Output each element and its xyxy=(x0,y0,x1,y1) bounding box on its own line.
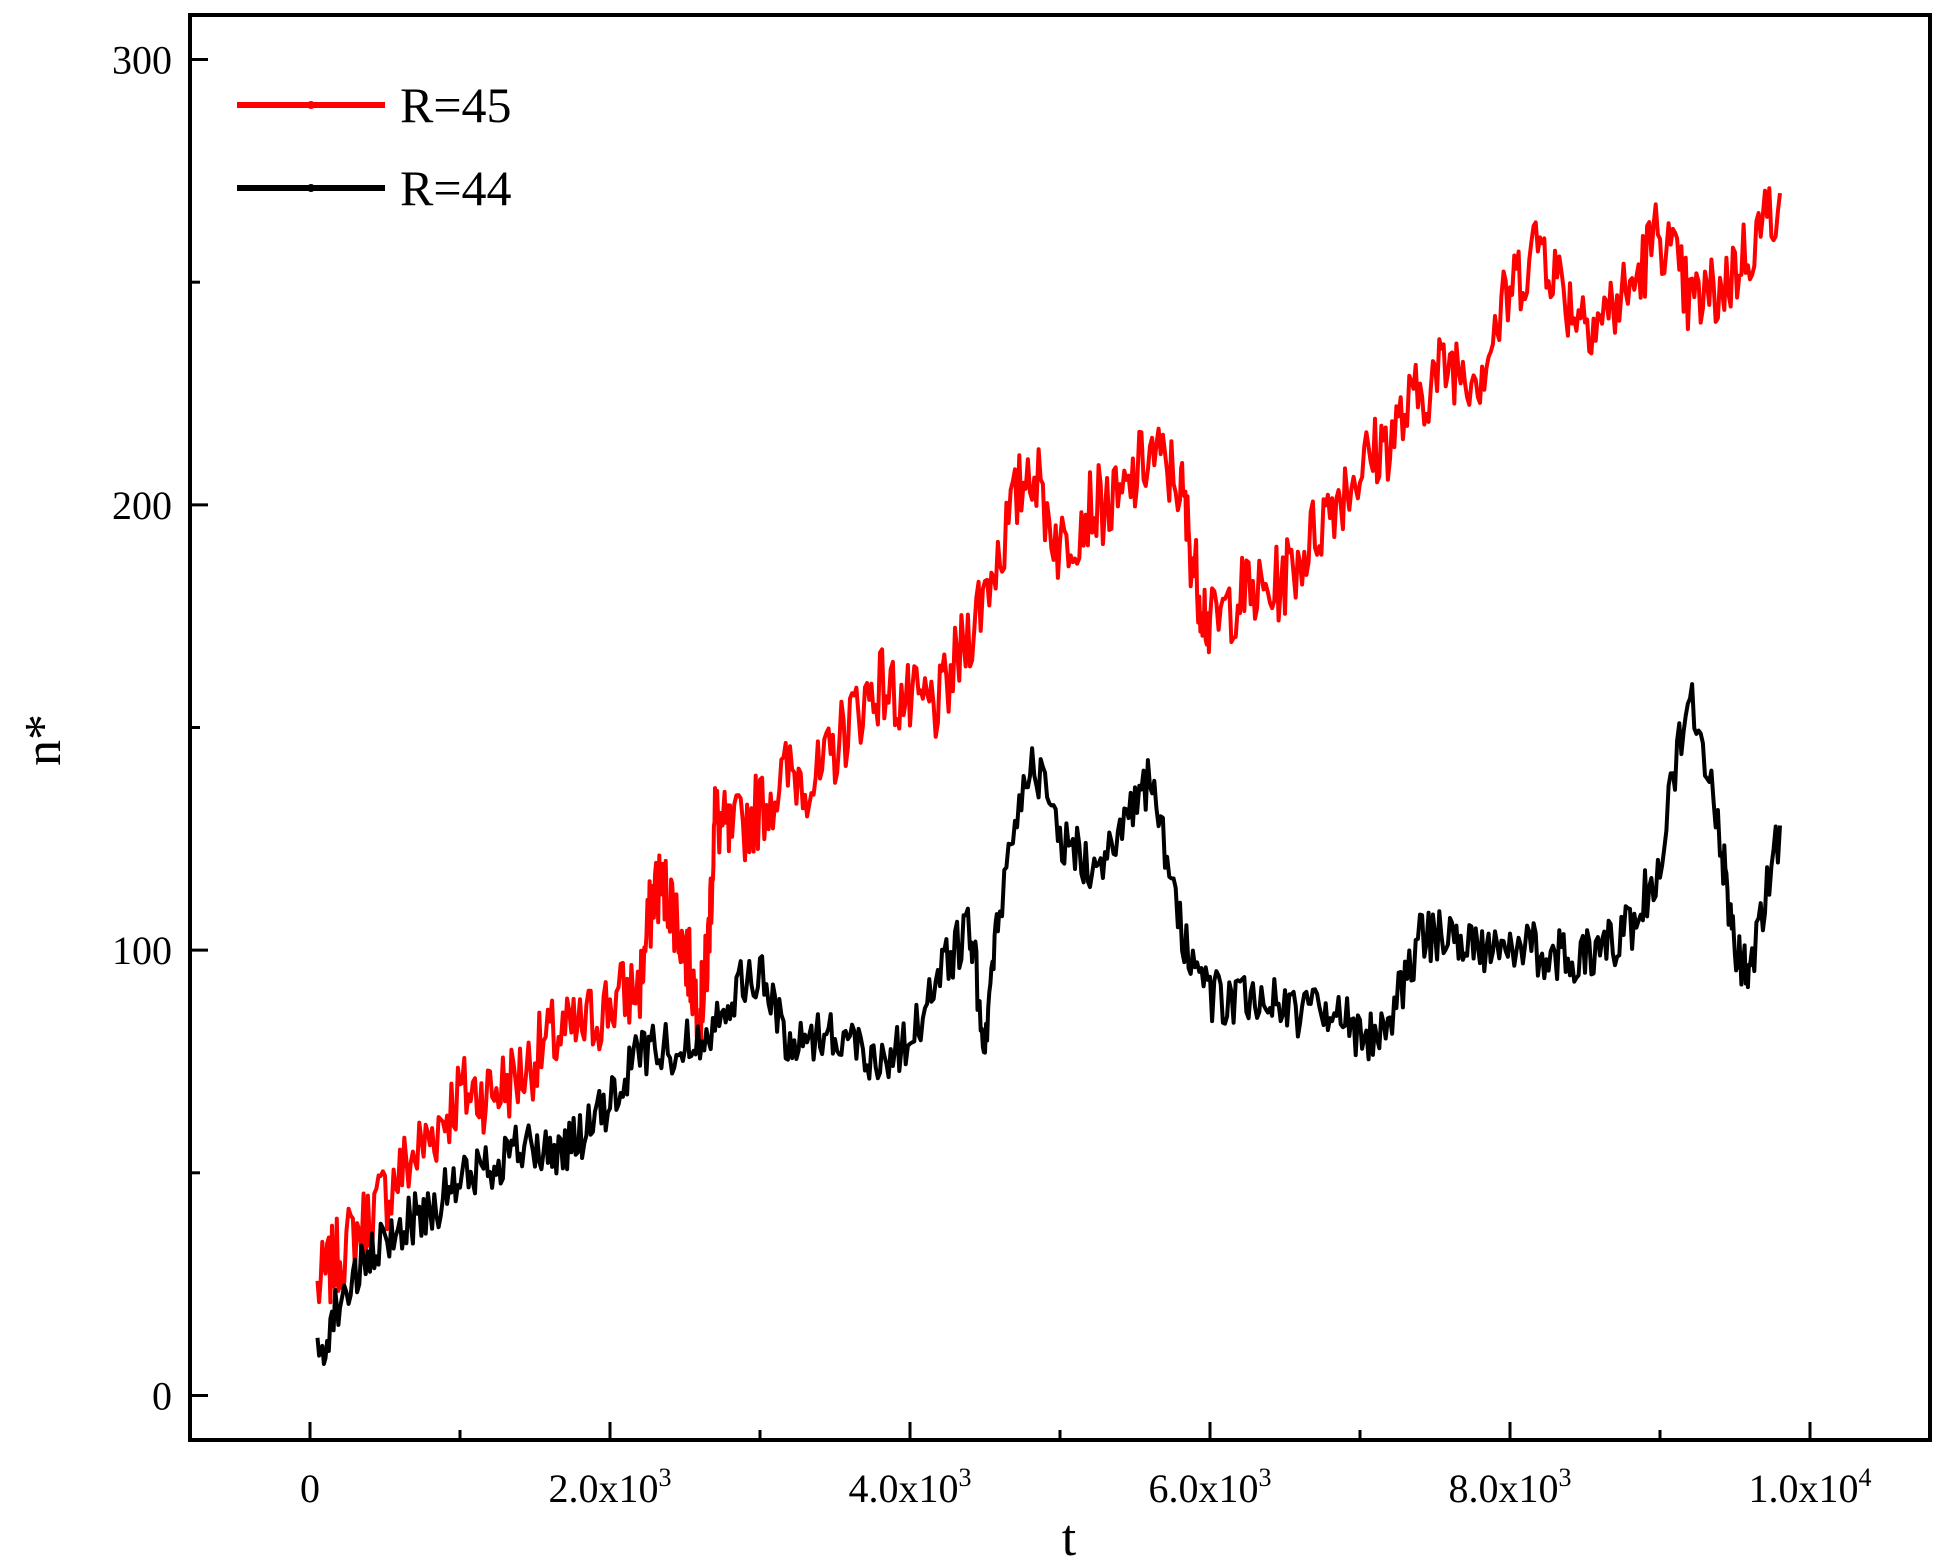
x-tick-label: 4.0x103 xyxy=(849,1463,972,1511)
y-axis-tick-labels: 0 100 200 300 xyxy=(112,38,172,1419)
x-axis-tick-labels: 0 2.0x103 4.0x103 6.0x103 8.0x103 1.0x104 xyxy=(300,1463,1872,1511)
y-axis-title: n* xyxy=(15,714,72,766)
x-tick-label: 1.0x104 xyxy=(1749,1463,1872,1511)
series-line-r45 xyxy=(315,186,1782,1305)
x-axis-ticks xyxy=(308,1422,1812,1440)
x-tick-exponent: 3 xyxy=(959,1463,972,1492)
y-tick-label: 0 xyxy=(152,1373,172,1418)
legend-label: R=44 xyxy=(400,160,512,216)
y-tick-label: 200 xyxy=(112,483,172,528)
x-tick-exponent: 3 xyxy=(1259,1463,1272,1492)
legend-marker xyxy=(307,184,315,192)
series-line-r44 xyxy=(315,682,1782,1366)
x-tick-label: 0 xyxy=(300,1466,320,1511)
y-tick-label: 300 xyxy=(112,38,172,83)
legend-label: R=45 xyxy=(400,77,512,133)
x-tick-exponent: 4 xyxy=(1859,1463,1872,1492)
x-tick-label: 8.0x103 xyxy=(1449,1463,1572,1511)
series-layer xyxy=(315,186,1782,1366)
legend-marker xyxy=(307,101,315,109)
x-tick-exponent: 3 xyxy=(659,1463,672,1492)
x-tick-exponent: 3 xyxy=(1559,1463,1572,1492)
x-axis-title: t xyxy=(1062,1510,1077,1564)
y-axis-ticks xyxy=(190,58,208,1397)
x-tick-label: 6.0x103 xyxy=(1149,1463,1272,1511)
legend: R=45 R=44 xyxy=(237,77,512,216)
x-tick-label: 2.0x103 xyxy=(549,1463,672,1511)
y-tick-label: 100 xyxy=(112,928,172,973)
